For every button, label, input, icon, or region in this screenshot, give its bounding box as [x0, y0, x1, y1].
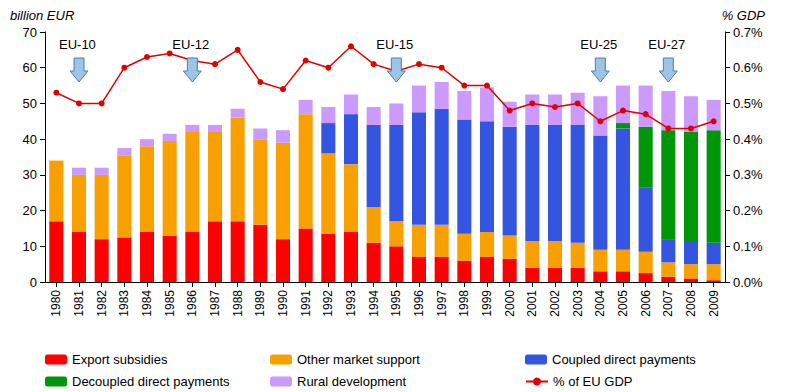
svg-text:2001: 2001 — [525, 290, 539, 317]
svg-text:EU-10: EU-10 — [59, 37, 96, 52]
svg-text:0.2%: 0.2% — [733, 203, 763, 218]
svg-text:% GDP: % GDP — [722, 8, 766, 23]
svg-text:60: 60 — [23, 60, 37, 75]
svg-text:0.5%: 0.5% — [733, 96, 763, 111]
svg-text:1984: 1984 — [140, 290, 154, 317]
svg-text:2000: 2000 — [503, 290, 517, 317]
svg-text:2009: 2009 — [707, 290, 721, 317]
svg-text:EU-27: EU-27 — [648, 37, 685, 52]
svg-text:Other market support: Other market support — [297, 352, 420, 367]
svg-text:1988: 1988 — [231, 290, 245, 317]
svg-text:2005: 2005 — [616, 290, 630, 317]
svg-text:2004: 2004 — [593, 290, 607, 317]
svg-text:30: 30 — [23, 167, 37, 182]
svg-text:Rural development: Rural development — [297, 374, 407, 389]
svg-text:EU-25: EU-25 — [580, 37, 617, 52]
svg-text:2008: 2008 — [684, 290, 698, 317]
svg-text:1981: 1981 — [72, 290, 86, 317]
svg-text:1996: 1996 — [412, 290, 426, 317]
svg-text:1985: 1985 — [163, 290, 177, 317]
svg-text:1980: 1980 — [49, 290, 63, 317]
svg-text:1989: 1989 — [253, 290, 267, 317]
svg-text:1992: 1992 — [321, 290, 335, 317]
svg-text:billion EUR: billion EUR — [10, 8, 74, 23]
svg-text:1991: 1991 — [299, 290, 313, 317]
svg-text:1986: 1986 — [185, 290, 199, 317]
svg-text:0.7%: 0.7% — [733, 25, 763, 40]
svg-text:2003: 2003 — [571, 290, 585, 317]
svg-text:0.3%: 0.3% — [733, 167, 763, 182]
svg-text:0.4%: 0.4% — [733, 132, 763, 147]
svg-text:20: 20 — [23, 203, 37, 218]
svg-text:1983: 1983 — [117, 290, 131, 317]
svg-text:1994: 1994 — [367, 290, 381, 317]
svg-text:10: 10 — [23, 239, 37, 254]
svg-text:1995: 1995 — [389, 290, 403, 317]
svg-text:50: 50 — [23, 96, 37, 111]
svg-text:0.1%: 0.1% — [733, 239, 763, 254]
svg-text:0: 0 — [30, 275, 37, 290]
svg-text:1998: 1998 — [457, 290, 471, 317]
svg-text:2002: 2002 — [548, 290, 562, 317]
svg-text:1999: 1999 — [480, 290, 494, 317]
svg-text:Export subsidies: Export subsidies — [72, 352, 168, 367]
svg-text:0.6%: 0.6% — [733, 60, 763, 75]
svg-text:EU-15: EU-15 — [376, 37, 413, 52]
svg-text:1990: 1990 — [276, 290, 290, 317]
svg-text:1982: 1982 — [95, 290, 109, 317]
svg-text:40: 40 — [23, 132, 37, 147]
svg-text:70: 70 — [23, 25, 37, 40]
svg-text:EU-12: EU-12 — [172, 37, 209, 52]
svg-text:2006: 2006 — [639, 290, 653, 317]
svg-text:Decoupled direct payments: Decoupled direct payments — [72, 374, 230, 389]
svg-text:Coupled direct payments: Coupled direct payments — [552, 352, 696, 367]
svg-text:0.0%: 0.0% — [733, 275, 763, 290]
svg-text:1987: 1987 — [208, 290, 222, 317]
svg-text:2007: 2007 — [661, 290, 675, 317]
svg-text:1993: 1993 — [344, 290, 358, 317]
svg-text:1997: 1997 — [435, 290, 449, 317]
svg-text:% of EU GDP: % of EU GDP — [553, 374, 632, 389]
